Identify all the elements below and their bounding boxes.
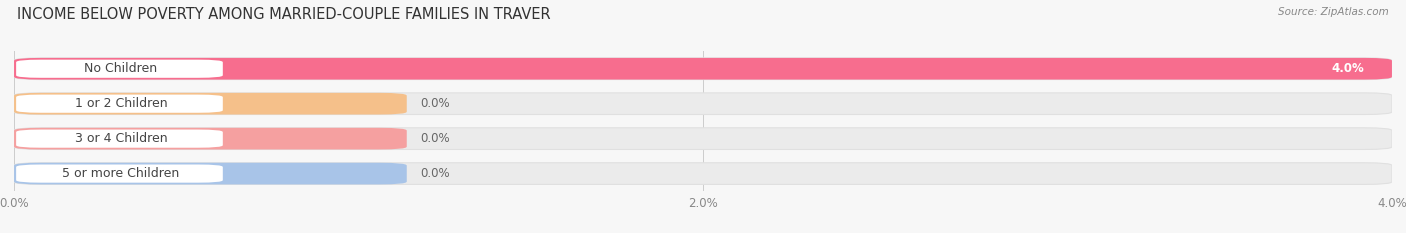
Text: 4.0%: 4.0%	[1331, 62, 1364, 75]
FancyBboxPatch shape	[14, 128, 1392, 150]
FancyBboxPatch shape	[14, 93, 406, 115]
Text: 0.0%: 0.0%	[420, 97, 450, 110]
FancyBboxPatch shape	[15, 164, 222, 183]
FancyBboxPatch shape	[14, 58, 1392, 80]
FancyBboxPatch shape	[15, 95, 222, 113]
Text: 0.0%: 0.0%	[420, 167, 450, 180]
FancyBboxPatch shape	[14, 93, 1392, 115]
FancyBboxPatch shape	[14, 163, 406, 185]
Text: 0.0%: 0.0%	[420, 132, 450, 145]
FancyBboxPatch shape	[15, 60, 222, 78]
Text: 1 or 2 Children: 1 or 2 Children	[75, 97, 167, 110]
Text: INCOME BELOW POVERTY AMONG MARRIED-COUPLE FAMILIES IN TRAVER: INCOME BELOW POVERTY AMONG MARRIED-COUPL…	[17, 7, 551, 22]
Text: 5 or more Children: 5 or more Children	[62, 167, 180, 180]
FancyBboxPatch shape	[14, 128, 406, 150]
FancyBboxPatch shape	[14, 163, 1392, 185]
Text: 3 or 4 Children: 3 or 4 Children	[75, 132, 167, 145]
FancyBboxPatch shape	[15, 130, 222, 148]
FancyBboxPatch shape	[14, 58, 1392, 80]
Text: Source: ZipAtlas.com: Source: ZipAtlas.com	[1278, 7, 1389, 17]
Text: No Children: No Children	[84, 62, 157, 75]
